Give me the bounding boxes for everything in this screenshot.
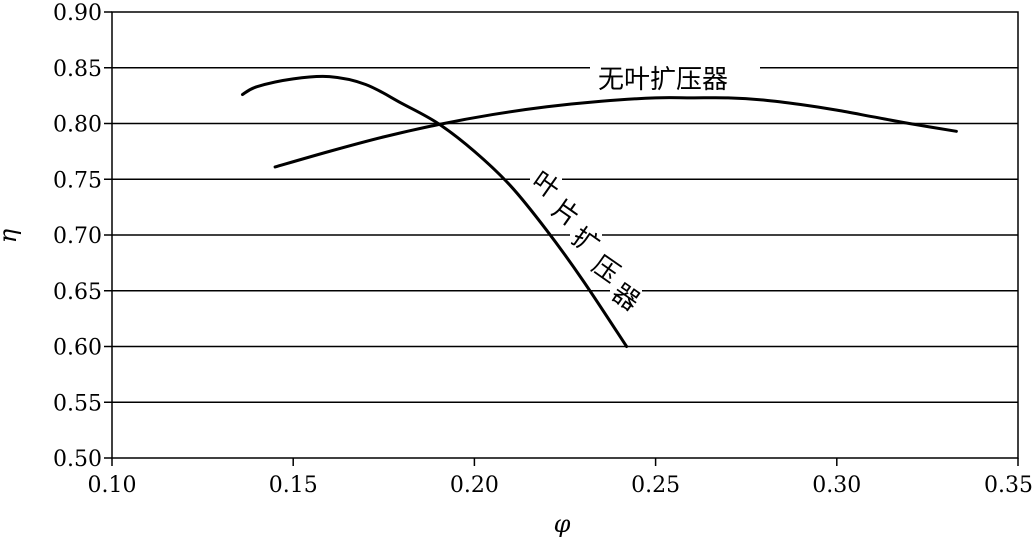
vaned-diffuser-curve <box>240 74 629 348</box>
vaneless-diffuser-curve <box>273 96 958 169</box>
series-lines <box>240 74 958 348</box>
x-axis-ticks: 0.10 0.15 0.20 0.25 0.30 0.35 <box>88 458 1033 498</box>
label-background <box>570 225 602 257</box>
y-tick-label: 0.80 <box>53 113 102 138</box>
y-tick-label: 0.65 <box>53 280 102 305</box>
y-tick-label: 0.60 <box>53 336 102 361</box>
label-background <box>550 197 582 229</box>
y-tick-label: 0.50 <box>53 447 102 472</box>
x-tick-label: 0.10 <box>88 473 137 498</box>
y-tick-label: 0.70 <box>53 224 102 249</box>
x-tick-label: 0.15 <box>269 473 318 498</box>
x-axis-label: φ <box>554 510 571 538</box>
grid-lines <box>112 67 1018 403</box>
y-axis-ticks: 0.50 0.55 0.60 0.65 0.70 0.75 0.80 0.85 0.90 <box>53 1 112 472</box>
x-tick-label: 0.25 <box>631 473 680 498</box>
label-background <box>590 60 760 96</box>
label-background <box>590 253 622 285</box>
vaneless-diffuser-label: 无叶扩压器 <box>598 65 728 95</box>
y-tick-label: 0.75 <box>53 168 102 193</box>
y-tick-label: 0.90 <box>53 1 102 26</box>
y-axis-label: η <box>0 228 22 243</box>
x-tick-label: 0.35 <box>984 473 1033 498</box>
label-background <box>530 169 562 201</box>
x-tick-label: 0.30 <box>812 473 861 498</box>
x-tick-label: 0.20 <box>450 473 499 498</box>
label-background <box>610 281 642 313</box>
y-tick-label: 0.85 <box>53 57 102 82</box>
y-tick-label: 0.55 <box>53 391 102 416</box>
